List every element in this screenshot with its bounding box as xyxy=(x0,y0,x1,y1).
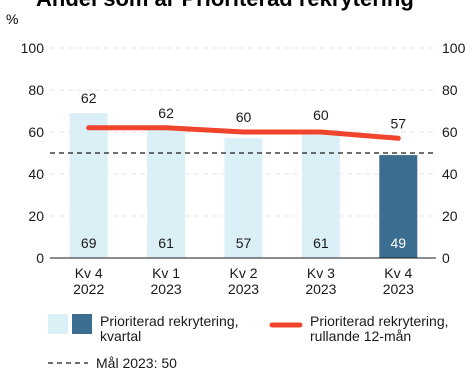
bar-value-label: 69 xyxy=(81,235,97,251)
x-axis: Kv 4 2022 Kv 1 2023 Kv 2 2023 Kv 3 2023 Kv 4 2023 xyxy=(50,257,436,297)
line-value-label: 62 xyxy=(81,90,97,106)
y-tick-label: 100 xyxy=(21,40,45,56)
legend-label-rolling: Prioriterad rekrytering, rullande 12-mån xyxy=(310,313,449,344)
bar-value-label: 61 xyxy=(158,235,174,251)
x-tick-label: Kv 1 2023 xyxy=(151,265,182,297)
series-line xyxy=(86,125,401,141)
y-tick-label-right: 40 xyxy=(442,166,458,182)
y-axis-left: 0 20 40 60 80 100 xyxy=(21,40,45,266)
bar xyxy=(224,138,263,258)
y-axis-label: % xyxy=(6,11,18,27)
bar xyxy=(69,113,108,258)
line-value-label: 57 xyxy=(391,115,407,131)
y-tick-label-right: 0 xyxy=(442,250,450,266)
bar-value-label: 57 xyxy=(236,235,252,251)
y-tick-label: 0 xyxy=(36,250,44,266)
bar xyxy=(379,155,418,258)
bar xyxy=(147,129,186,258)
x-tick-label: Kv 3 2023 xyxy=(305,265,336,297)
legend-label-quarter: Prioriterad rekrytering, kvartal xyxy=(100,313,239,344)
y-tick-label-right: 20 xyxy=(442,208,458,224)
legend-label-target: Mål 2023: 50 xyxy=(96,355,177,371)
bar-value-label: 49 xyxy=(391,235,407,251)
chart-title: Andel som är Prioriterad rekrytering xyxy=(36,0,414,11)
y-tick-label: 60 xyxy=(28,124,44,140)
x-tick-label: Kv 2 2023 xyxy=(228,265,259,297)
line-value-label: 62 xyxy=(158,105,174,121)
legend-swatch-quarter xyxy=(48,314,68,334)
x-tick-label: Kv 4 2023 xyxy=(383,265,414,297)
legend: Prioriterad rekrytering, kvartal Prioriter… xyxy=(48,313,449,371)
y-tick-label-right: 80 xyxy=(442,82,458,98)
y-tick-label-right: 60 xyxy=(442,124,458,140)
y-tick-label: 80 xyxy=(28,82,44,98)
legend-swatch-quarter-highlight xyxy=(72,314,92,334)
y-tick-label-right: 100 xyxy=(442,40,466,56)
y-tick-label: 20 xyxy=(28,208,44,224)
x-tick-label: Kv 4 2022 xyxy=(73,265,104,297)
line-value-label: 60 xyxy=(313,107,329,123)
bar-series: 69 61 57 61 49 xyxy=(69,113,418,258)
rolling-line-series: 62 62 60 60 57 xyxy=(81,90,407,141)
line-value-label: 60 xyxy=(236,109,252,125)
bar-value-label: 61 xyxy=(313,235,329,251)
bar xyxy=(301,129,340,258)
y-axis-right: 0 20 40 60 80 100 xyxy=(442,40,466,266)
y-tick-label: 40 xyxy=(28,166,44,182)
